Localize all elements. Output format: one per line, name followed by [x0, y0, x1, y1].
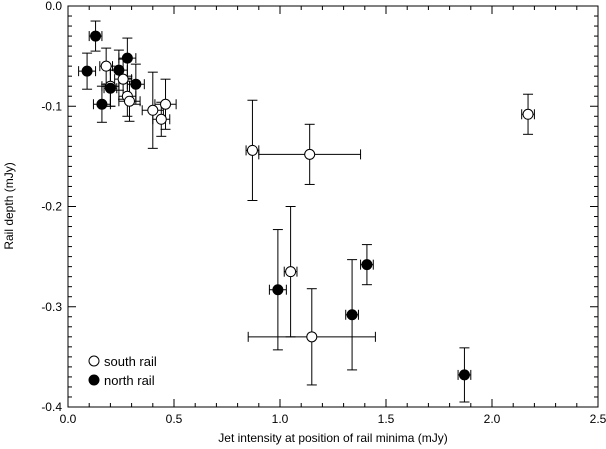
north-rail-point — [90, 30, 102, 42]
legend-south-label: south rail — [104, 354, 157, 369]
legend: south rail north rail — [88, 354, 157, 388]
plot-frame — [67, 5, 599, 408]
legend-north-label: north rail — [104, 373, 155, 388]
south-rail-point — [160, 98, 172, 110]
north-rail-point — [458, 369, 470, 381]
south-rail-point — [246, 144, 258, 156]
x-tick-label: 2.5 — [590, 412, 606, 426]
data-points — [81, 30, 534, 381]
north-rail-point — [121, 52, 133, 64]
north-rail-point — [272, 284, 284, 296]
legend-north-marker — [88, 374, 100, 386]
x-tick-label: 2.0 — [484, 412, 501, 426]
south-rail-point — [147, 104, 159, 116]
south-rail-point — [123, 95, 135, 107]
south-rail-point — [100, 60, 112, 72]
y-tick-label: -0.3 — [41, 300, 62, 314]
north-rail-point — [81, 65, 93, 77]
y-axis-label: Rail depth (mJy) — [2, 162, 16, 249]
north-rail-point — [130, 78, 142, 90]
south-rail-point — [285, 266, 297, 278]
x-tick-label: 0.5 — [166, 412, 183, 426]
legend-south-marker — [88, 355, 100, 367]
axis-ticks: 0.0 0.5 1.0 1.5 2.0 2.5 0.0 -0.1 -0.2 -0.3 -0.4 — [41, 0, 606, 426]
south-rail-point — [522, 108, 534, 120]
y-tick-label: 0.0 — [45, 0, 62, 13]
x-tick-label: 1.5 — [378, 412, 395, 426]
north-rail-point — [346, 309, 358, 321]
north-rail-point — [104, 82, 116, 94]
north-rail-point — [113, 64, 125, 76]
south-rail-point — [304, 148, 316, 160]
y-tick-label: -0.1 — [41, 99, 62, 113]
x-tick-label: 1.0 — [272, 412, 289, 426]
north-rail-point — [96, 98, 108, 110]
south-rail-point — [155, 113, 167, 125]
y-tick-label: -0.4 — [41, 400, 62, 414]
north-rail-point — [361, 259, 373, 271]
x-tick-label: 0.0 — [60, 412, 77, 426]
south-rail-point — [306, 331, 318, 343]
south-rail-point — [117, 73, 129, 85]
error-bars — [78, 20, 535, 403]
y-tick-label: -0.2 — [41, 200, 62, 214]
x-axis-label: Jet intensity at position of rail minima… — [218, 431, 447, 445]
